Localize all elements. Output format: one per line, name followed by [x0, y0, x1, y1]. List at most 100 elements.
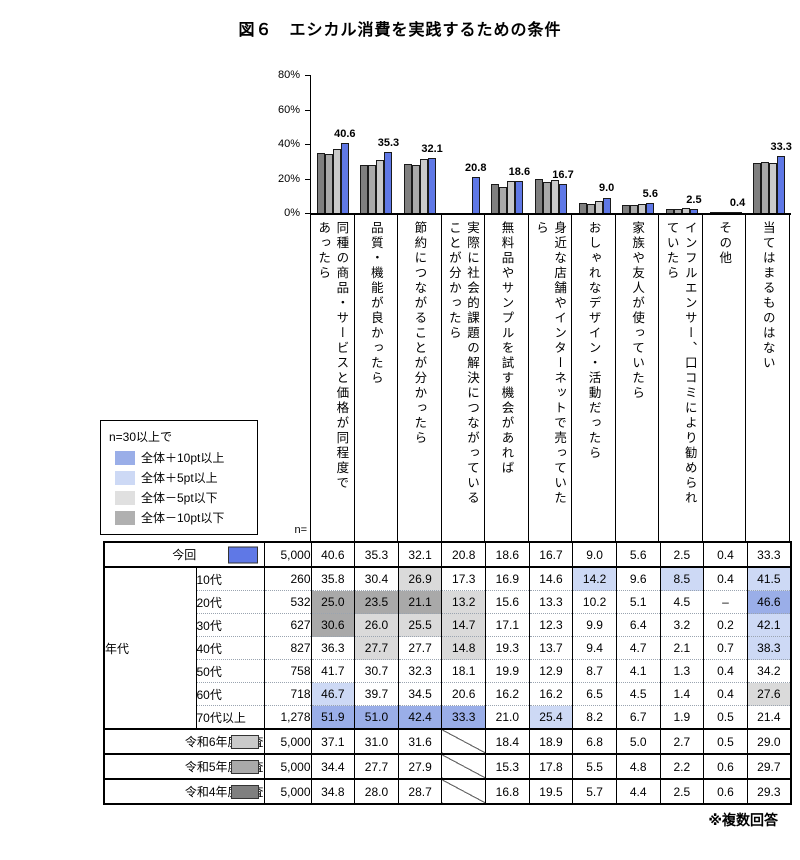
value-cell: 34.2 — [746, 659, 791, 683]
category-cell: おしゃれなデザイン・活動だったら — [572, 213, 616, 541]
value-cell: 12.3 — [528, 613, 573, 637]
bar-cluster — [616, 203, 660, 213]
y-axis: 80% 60% 40% 20% 0% — [268, 69, 310, 219]
bar-current — [689, 208, 698, 213]
y-axis-tick-label: 80% — [277, 69, 300, 81]
table-row: 20代 532 25.0 23.5 21.1 13.2 15.6 13.3 10.2 5.1 4.5… — [104, 590, 791, 614]
value-cell: 19.3 — [485, 636, 530, 660]
bar-reiwa6 — [376, 159, 385, 213]
n-cell: 532 — [263, 590, 312, 614]
value-cell: 17.8 — [528, 753, 573, 779]
value-cell: 12.9 — [528, 659, 573, 683]
legend-title: n=30以上で — [109, 430, 173, 444]
bar-reiwa5 — [630, 204, 639, 213]
value-cell: 51.9 — [310, 705, 355, 729]
bar-current — [471, 177, 480, 213]
bar-group: 9.0 — [573, 75, 617, 213]
bar-current — [559, 184, 568, 213]
bar-group: 33.3 — [747, 75, 792, 213]
legend-items: 全体＋10pt以上 全体＋5pt以上 全体－5pt以下 全体－10pt以下 — [109, 449, 249, 526]
value-cell: 0.4 — [703, 682, 748, 706]
bar-reiwa5 — [673, 209, 682, 213]
value-cell: 29.3 — [746, 778, 791, 804]
bar-reiwa4 — [665, 208, 674, 213]
value-cell: 4.8 — [615, 753, 661, 779]
value-cell: 16.8 — [485, 778, 530, 804]
y-axis-tick — [305, 178, 310, 180]
bar-group: 5.6 — [616, 75, 660, 213]
category-cell: 実際に社会的課題の解決につながっている ことが分かったら — [442, 213, 486, 541]
value-cell: 30.6 — [310, 613, 355, 637]
row-label: 今回 — [172, 548, 197, 562]
y-axis-tick-label: 0% — [284, 207, 300, 219]
bar-reiwa5 — [543, 182, 552, 213]
value-cell: 19.5 — [528, 778, 573, 804]
category-cell: 節約につながることが分かったら — [398, 213, 442, 541]
value-cell: 0.2 — [703, 613, 748, 637]
bar-value-label: 16.7 — [552, 169, 574, 182]
category-cell: 同種の商品・サービスと価格が同程度で あったら — [310, 213, 355, 541]
n-cell: 1,278 — [263, 705, 312, 729]
value-cell: 5.5 — [572, 753, 617, 779]
row-label: 70代以上 — [195, 705, 265, 729]
bar-current — [733, 212, 742, 213]
bar-reiwa6 — [507, 181, 516, 213]
series-swatch — [230, 759, 259, 774]
value-cell: 41.7 — [310, 659, 355, 683]
value-cell: 30.4 — [354, 566, 399, 591]
table-row: 令和5年度調査 5,000 34.4 27.7 27.9 15.3 17.8 5.5 4.8 2.… — [103, 753, 791, 779]
bar-group: 20.8 — [442, 75, 486, 213]
bar-reiwa4 — [316, 153, 325, 213]
bar-reiwa5 — [412, 164, 421, 213]
value-cell: 29.7 — [746, 753, 791, 779]
value-cell: 35.3 — [354, 542, 399, 568]
category-label: おしゃれなデザイン・活動だったら — [586, 221, 601, 461]
value-cell: 32.3 — [397, 659, 442, 683]
value-cell: 33.3 — [441, 705, 486, 729]
bar-reiwa5 — [499, 186, 508, 213]
bar-reiwa5 — [717, 212, 726, 213]
value-cell: 30.7 — [354, 659, 399, 683]
value-cell: 0.7 — [703, 636, 748, 660]
table-row: 年代 10代 260 35.8 30.4 26.9 17.3 16.9 14.6 14.2 9.6 8… — [103, 566, 791, 729]
y-axis-tick — [305, 144, 310, 145]
value-cell — [441, 778, 486, 804]
table-row: 60代 718 46.7 39.7 34.5 20.6 16.2 16.2 6.5 4.5 1.4 0… — [104, 682, 791, 706]
bar-reiwa5 — [368, 165, 377, 213]
bar-reiwa6 — [725, 212, 734, 213]
y-axis-tick — [305, 75, 310, 76]
value-cell: 46.6 — [746, 590, 791, 614]
value-cell: 1.3 — [659, 659, 704, 683]
data-table: 今回 5,000 40.6 35.3 32.1 20.8 18.6 16.7 9.0 5.6 2.5… — [103, 541, 792, 805]
value-cell: 19.9 — [485, 659, 530, 683]
value-cell: 33.3 — [746, 542, 791, 568]
value-cell: 8.5 — [659, 566, 704, 591]
value-cell: 8.7 — [572, 659, 617, 683]
value-cell: 16.2 — [485, 682, 530, 706]
value-cell: 37.1 — [310, 728, 355, 754]
value-cell: 6.8 — [572, 728, 617, 754]
category-label: 品質・機能が良かったら — [368, 221, 383, 386]
n-cell: 5,000 — [263, 728, 312, 754]
y-axis-tick-label: 20% — [277, 172, 300, 185]
bar-reiwa6 — [681, 208, 690, 213]
value-cell: 41.5 — [746, 566, 791, 591]
value-cell: 4.1 — [615, 659, 661, 683]
value-cell: 16.2 — [528, 682, 573, 706]
category-label: 当てはまるものはない — [760, 221, 775, 371]
value-cell: 13.3 — [528, 590, 573, 614]
value-cell: 2.1 — [659, 636, 704, 660]
category-label: 実際に社会的課題の解決につながっている ことが分かったら — [446, 221, 480, 506]
value-cell: 27.9 — [397, 753, 442, 779]
category-label: 同種の商品・サービスと価格が同程度で あったら — [316, 221, 349, 491]
bar-group: 40.6 — [311, 75, 356, 213]
table-row: 40代 827 36.3 27.7 27.7 14.8 19.3 13.7 9.4 4.7 2.1 0… — [104, 636, 791, 660]
value-cell: 18.6 — [485, 542, 530, 568]
value-cell: 5.1 — [615, 590, 661, 614]
bar-reiwa4 — [491, 184, 500, 213]
category-cell: 無料品やサンプルを試す機会があれば — [485, 213, 529, 541]
bar-cluster — [747, 155, 791, 213]
table-row: 30代 627 30.6 26.0 25.5 14.7 17.1 12.3 9.9 6.4 3.2 0… — [104, 613, 791, 637]
value-cell: 25.4 — [528, 705, 573, 729]
